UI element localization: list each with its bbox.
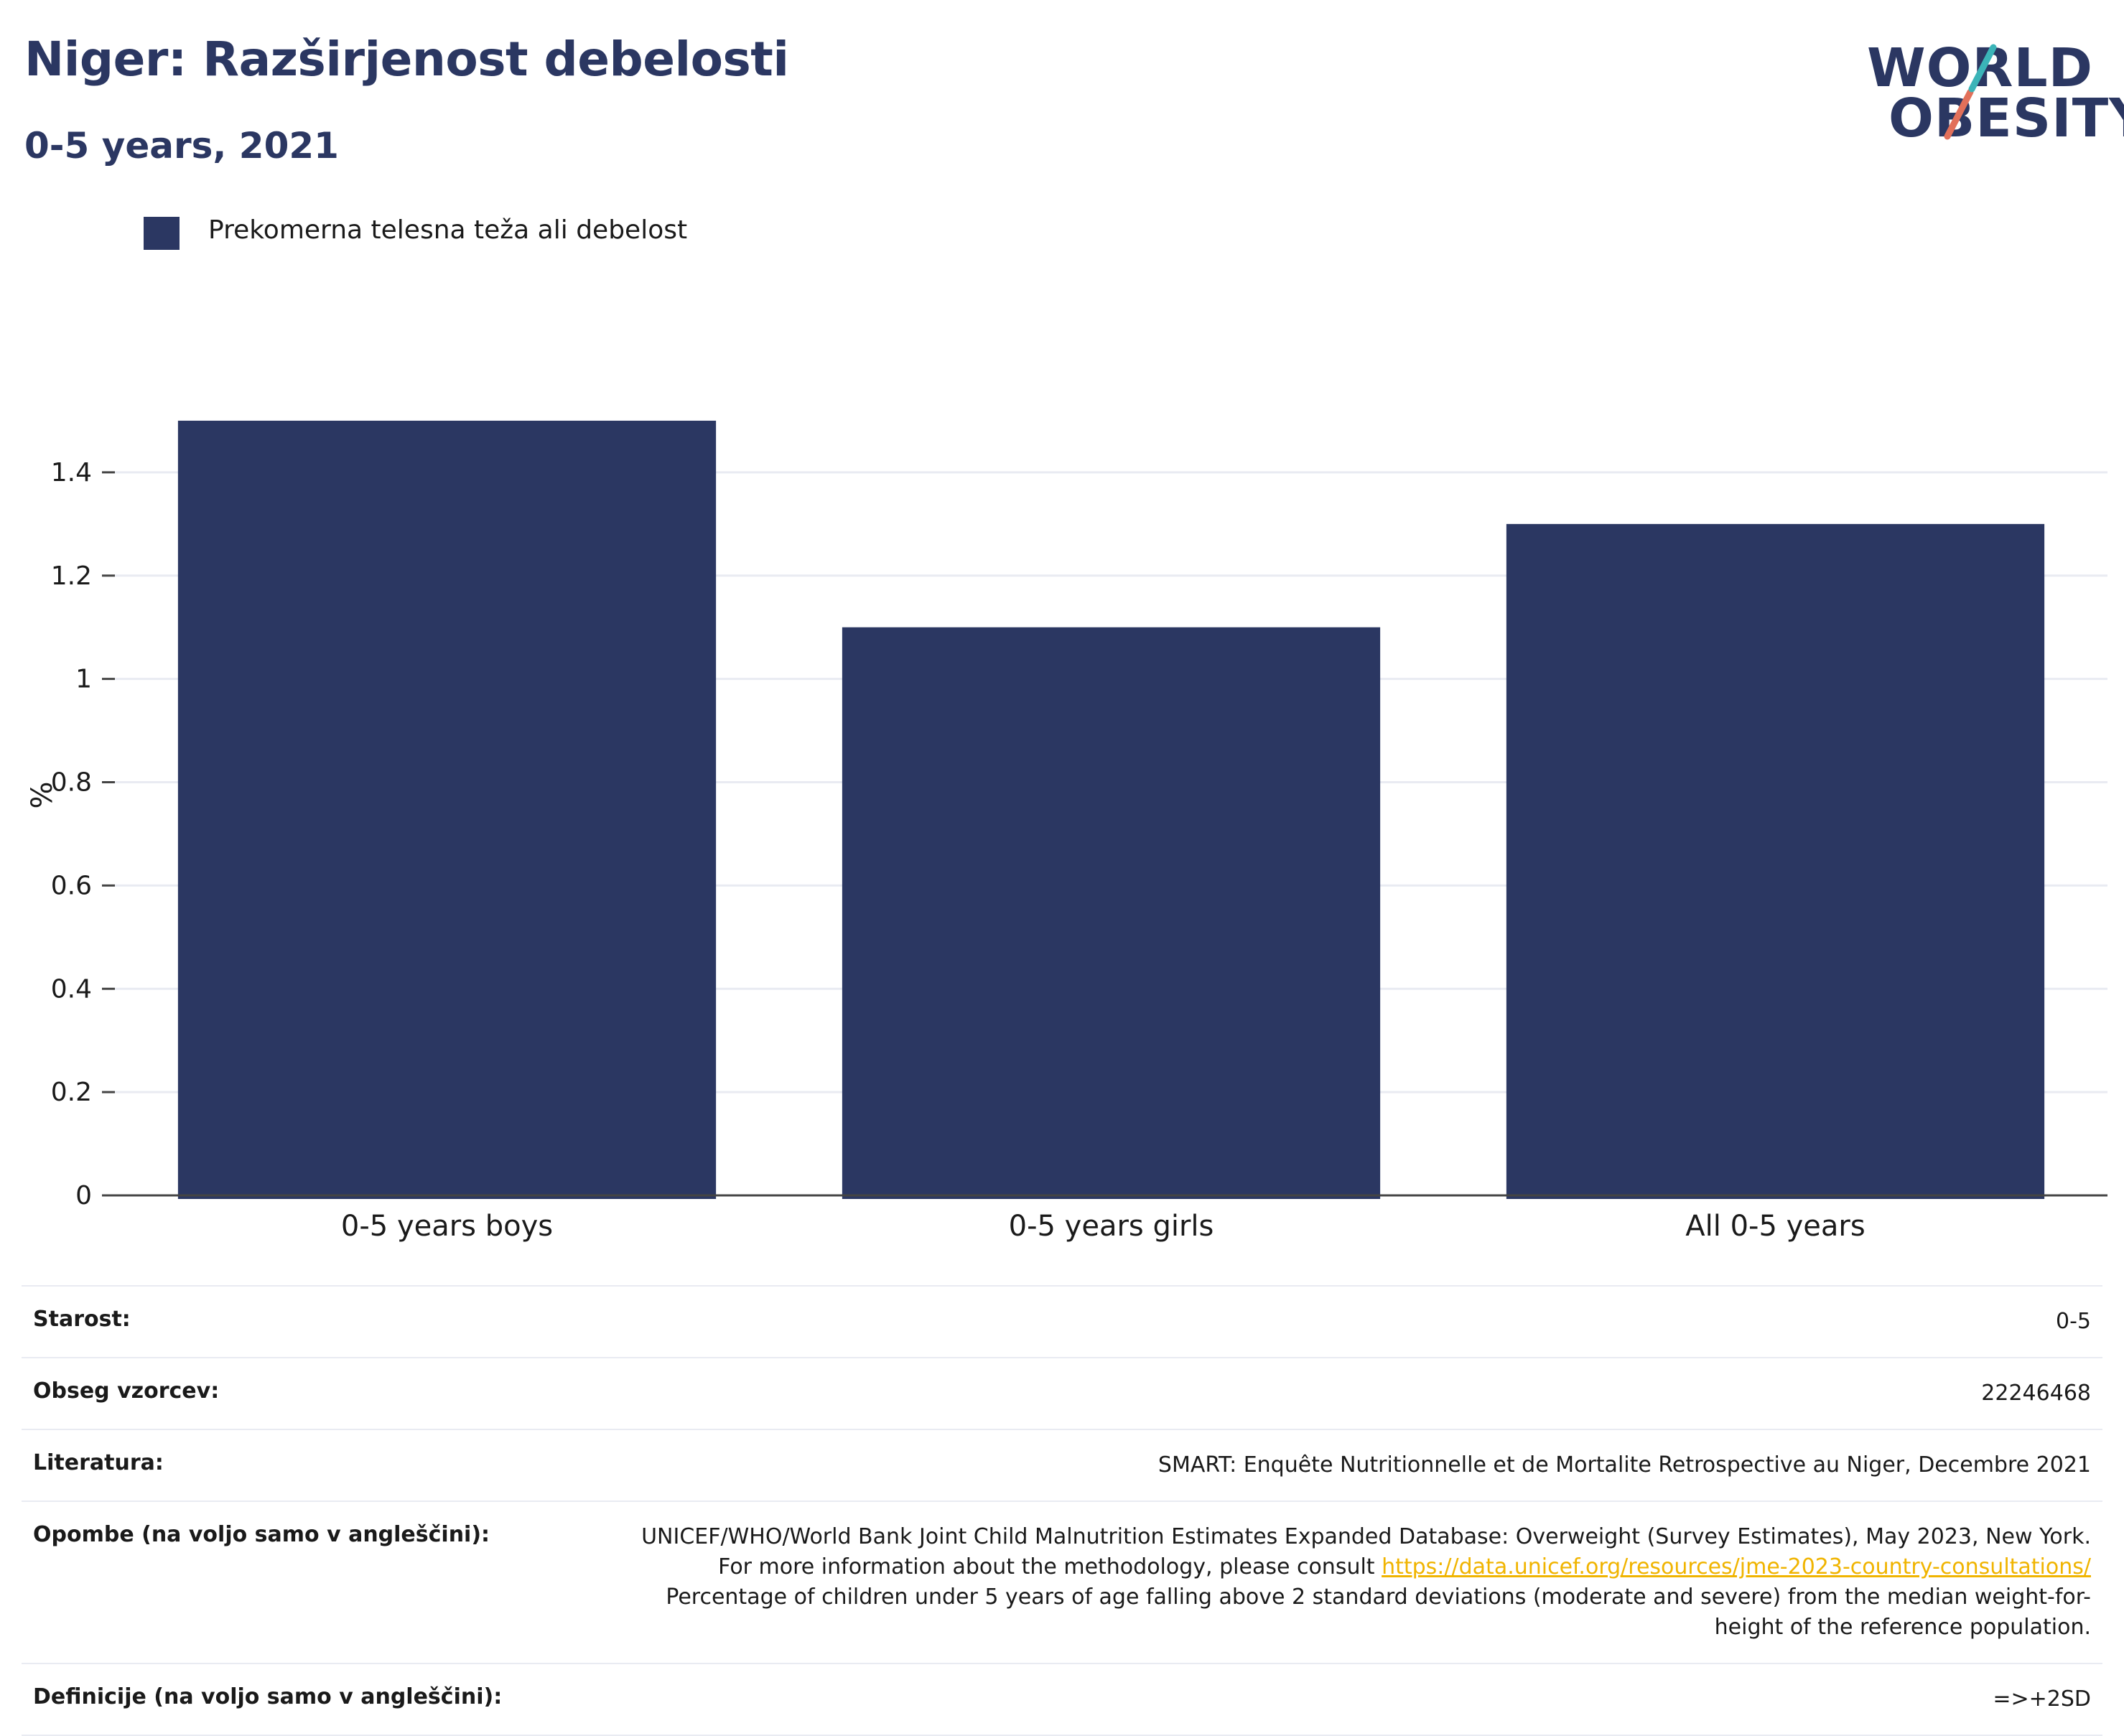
meta-key: Obseg vzorcev: <box>22 1357 605 1429</box>
y-tick-label: 1.4 <box>51 458 92 487</box>
meta-notes: UNICEF/WHO/World Bank Joint Child Malnut… <box>605 1501 2102 1663</box>
meta-row-definitions: Definicije (na voljo samo v angleščini):… <box>22 1663 2102 1736</box>
legend-swatch <box>144 217 180 250</box>
meta-row-literature: Literatura: SMART: Enquête Nutritionnell… <box>22 1429 2102 1501</box>
meta-key: Starost: <box>22 1285 605 1358</box>
meta-value: SMART: Enquête Nutritionnelle et de Mort… <box>605 1429 2102 1501</box>
bars <box>177 420 2045 1199</box>
meta-value: =>+2SD <box>605 1663 2102 1736</box>
meta-value: 22246468 <box>605 1357 2102 1429</box>
bar <box>177 420 717 1199</box>
y-tick-label: 1 <box>75 665 92 694</box>
meta-row-sample-size: Obseg vzorcev: 22246468 <box>22 1357 2102 1429</box>
meta-key: Definicije (na voljo samo v angleščini): <box>22 1663 605 1736</box>
bar-chart: 0 0.2 0.4 0.6 0.8 1 1.2 1.4 0-5 years boys 0-5 ye… <box>26 420 2107 1243</box>
y-tick-label: 0.2 <box>51 1078 92 1107</box>
y-axis-label: % <box>26 781 59 808</box>
page-title: Niger: Razširjenost debelosti <box>24 32 789 87</box>
x-tick-label: 0-5 years girls <box>1009 1210 1214 1243</box>
page-subtitle: 0-5 years, 2021 <box>24 125 339 167</box>
notes-text-1: UNICEF/WHO/World Bank Joint Child Malnut… <box>641 1524 2091 1579</box>
meta-value: 0-5 <box>605 1285 2102 1358</box>
logo-slash-icon <box>1944 44 1997 140</box>
bar <box>842 627 1381 1199</box>
x-tick-label: All 0-5 years <box>1685 1210 1865 1243</box>
x-tick-label: 0-5 years boys <box>341 1210 553 1243</box>
meta-key: Literatura: <box>22 1429 605 1501</box>
meta-row-notes: Opombe (na voljo samo v angleščini): UNI… <box>22 1501 2102 1663</box>
y-tick-label: 0.6 <box>51 871 92 900</box>
notes-text-2: Percentage of children under 5 years of … <box>666 1585 2091 1640</box>
methodology-link[interactable]: https://data.unicef.org/resources/jme-20… <box>1382 1554 2091 1579</box>
y-tick-label: 0.8 <box>51 768 92 798</box>
world-obesity-logo: WORLD OBESITY <box>1867 23 2124 152</box>
y-tick-label: 1.2 <box>51 561 92 591</box>
meta-row-age: Starost: 0-5 <box>22 1285 2102 1358</box>
logo-line-2: OBESITY <box>1888 88 2124 149</box>
axes: 0 0.2 0.4 0.6 0.8 1 1.2 1.4 0-5 years boys 0-5 ye… <box>26 458 2107 1243</box>
meta-key: Opombe (na voljo samo v angleščini): <box>22 1501 605 1663</box>
legend-label: Prekomerna telesna teža ali debelost <box>208 215 688 245</box>
y-tick-label: 0.4 <box>51 974 92 1004</box>
metadata-table: Starost: 0-5 Obseg vzorcev: 22246468 Lit… <box>22 1285 2102 1736</box>
y-tick-label: 0 <box>75 1181 92 1210</box>
bar <box>1506 523 2045 1199</box>
